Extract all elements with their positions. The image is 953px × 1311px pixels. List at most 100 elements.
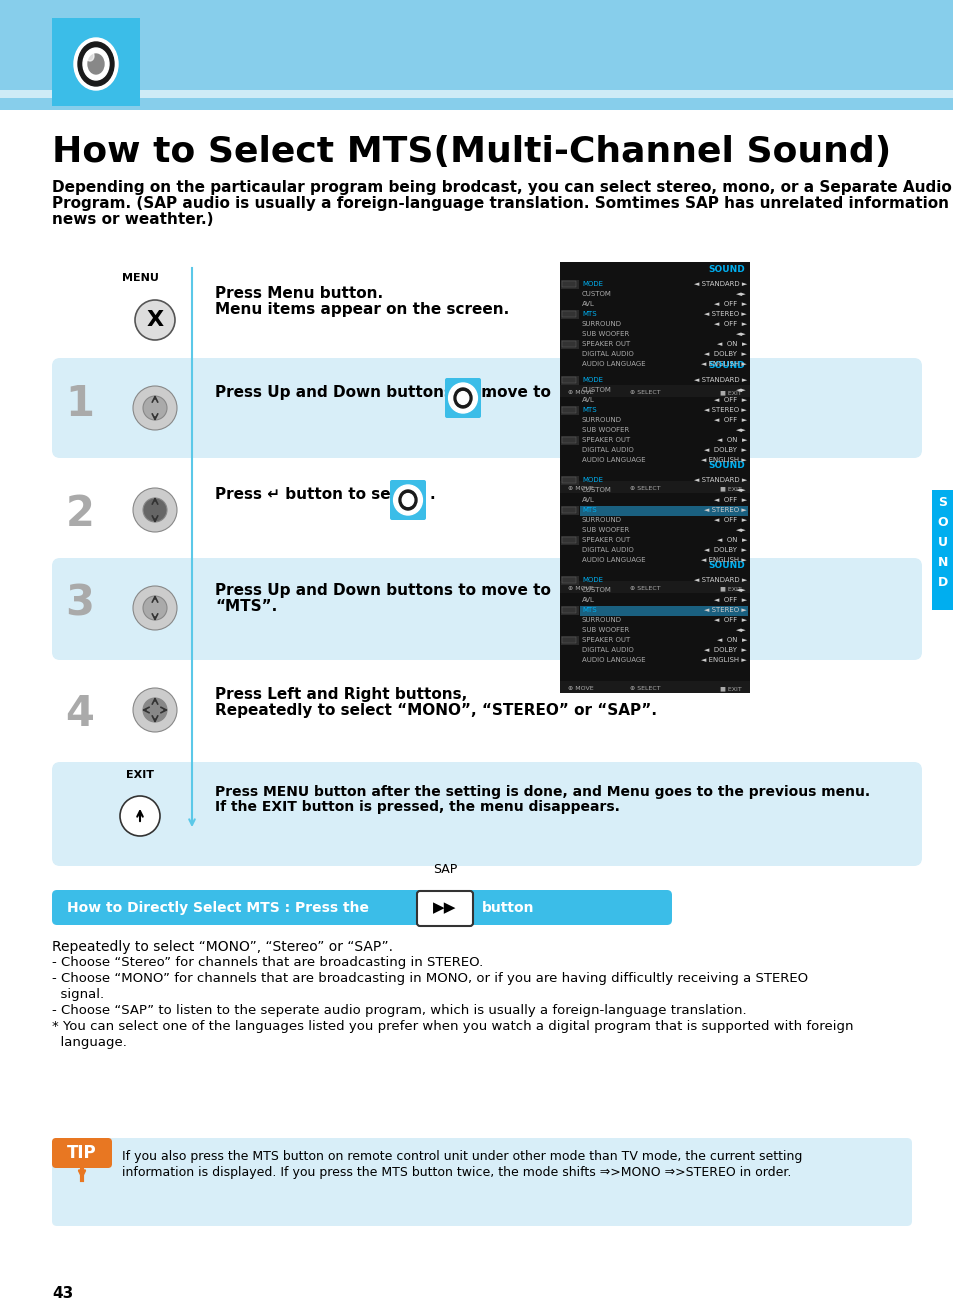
Text: ■ EXIT: ■ EXIT bbox=[720, 686, 741, 691]
Text: ◄ STANDARD ►: ◄ STANDARD ► bbox=[693, 378, 746, 383]
Bar bbox=[559, 262, 749, 397]
Text: 3: 3 bbox=[66, 583, 94, 625]
Text: AVL: AVL bbox=[581, 597, 595, 603]
Text: - Choose “MONO” for channels that are broadcasting in MONO, or if you are having: - Choose “MONO” for channels that are br… bbox=[52, 971, 807, 985]
FancyBboxPatch shape bbox=[444, 378, 480, 418]
Text: TIP: TIP bbox=[67, 1145, 96, 1162]
Bar bbox=[559, 358, 749, 374]
Bar bbox=[561, 477, 576, 482]
Text: ◄  OFF  ►: ◄ OFF ► bbox=[713, 321, 746, 326]
Text: ⊕ MOVE: ⊕ MOVE bbox=[567, 586, 593, 591]
Text: DIGITAL AUDIO: DIGITAL AUDIO bbox=[581, 351, 633, 357]
Text: Depending on the particaular program being brodcast, you can select stereo, mono: Depending on the particaular program bei… bbox=[52, 180, 951, 195]
Text: MODE: MODE bbox=[581, 477, 602, 482]
Bar bbox=[559, 458, 749, 475]
Text: MODE: MODE bbox=[581, 577, 602, 583]
Circle shape bbox=[143, 498, 167, 522]
Bar bbox=[559, 581, 749, 593]
Text: SURROUND: SURROUND bbox=[581, 617, 621, 623]
Text: How to Directly Select MTS : Press the: How to Directly Select MTS : Press the bbox=[67, 901, 369, 915]
Text: Press Up and Down buttons to move to: Press Up and Down buttons to move to bbox=[214, 385, 550, 400]
Text: AVL: AVL bbox=[581, 497, 595, 503]
Circle shape bbox=[135, 300, 174, 340]
FancyBboxPatch shape bbox=[52, 558, 921, 659]
Text: ◄  OFF  ►: ◄ OFF ► bbox=[713, 397, 746, 402]
Text: ◄  OFF  ►: ◄ OFF ► bbox=[713, 617, 746, 623]
Ellipse shape bbox=[86, 51, 94, 62]
Text: ◄►: ◄► bbox=[736, 486, 746, 493]
Bar bbox=[0, 110, 953, 130]
Text: ⊕ SELECT: ⊕ SELECT bbox=[629, 389, 659, 395]
Bar bbox=[560, 576, 578, 585]
Text: MTS: MTS bbox=[581, 507, 596, 513]
Text: ◄►: ◄► bbox=[736, 587, 746, 593]
Text: Press Left and Right buttons,: Press Left and Right buttons, bbox=[214, 687, 467, 701]
Bar bbox=[561, 281, 576, 287]
Text: ◄ STEREO ►: ◄ STEREO ► bbox=[703, 507, 746, 513]
Text: ◄  DOLBY  ►: ◄ DOLBY ► bbox=[703, 351, 746, 357]
Ellipse shape bbox=[394, 485, 422, 515]
Bar bbox=[560, 376, 578, 385]
Bar bbox=[561, 507, 576, 513]
Text: X: X bbox=[146, 309, 163, 330]
Text: ◄  OFF  ►: ◄ OFF ► bbox=[713, 597, 746, 603]
Text: “MTS”.: “MTS”. bbox=[214, 599, 277, 614]
Text: MENU: MENU bbox=[121, 273, 158, 283]
Text: ◄►: ◄► bbox=[736, 427, 746, 433]
Text: Press Up and Down buttons to move to: Press Up and Down buttons to move to bbox=[214, 583, 550, 598]
Bar bbox=[579, 506, 747, 517]
Text: 43: 43 bbox=[52, 1286, 73, 1301]
Text: SUB WOOFER: SUB WOOFER bbox=[581, 427, 629, 433]
Bar bbox=[0, 90, 953, 98]
Text: SOUND: SOUND bbox=[707, 561, 744, 570]
Text: DIGITAL AUDIO: DIGITAL AUDIO bbox=[581, 547, 633, 553]
Bar bbox=[560, 636, 578, 645]
Bar bbox=[579, 606, 747, 616]
Text: ▶▶: ▶▶ bbox=[433, 901, 456, 915]
Bar bbox=[559, 558, 749, 574]
Bar bbox=[560, 406, 578, 416]
Text: 4: 4 bbox=[66, 694, 94, 735]
Text: SURROUND: SURROUND bbox=[581, 417, 621, 423]
Text: ◄  OFF  ►: ◄ OFF ► bbox=[713, 497, 746, 503]
Ellipse shape bbox=[402, 494, 414, 506]
Text: SUB WOOFER: SUB WOOFER bbox=[581, 330, 629, 337]
Text: ◄ STEREO ►: ◄ STEREO ► bbox=[703, 607, 746, 614]
Text: Program. (SAP audio is usually a foreign-language translation. Somtimes SAP has : Program. (SAP audio is usually a foreign… bbox=[52, 197, 953, 211]
Text: ◄ ENGLISH ►: ◄ ENGLISH ► bbox=[700, 657, 746, 663]
Text: SPEAKER OUT: SPEAKER OUT bbox=[581, 637, 630, 642]
FancyBboxPatch shape bbox=[52, 358, 921, 458]
Text: MTS: MTS bbox=[581, 406, 596, 413]
Ellipse shape bbox=[74, 38, 118, 90]
Text: ◄ STANDARD ►: ◄ STANDARD ► bbox=[693, 577, 746, 583]
Text: N: N bbox=[937, 556, 947, 569]
FancyBboxPatch shape bbox=[52, 1138, 911, 1226]
Text: S: S bbox=[938, 496, 946, 509]
Text: ◄  OFF  ►: ◄ OFF ► bbox=[713, 302, 746, 307]
Text: Repeatedly to select “MONO”, “Stereo” or “SAP”.: Repeatedly to select “MONO”, “Stereo” or… bbox=[52, 940, 393, 954]
Text: ◄  ON  ►: ◄ ON ► bbox=[716, 538, 746, 543]
Text: U: U bbox=[937, 535, 947, 548]
Bar bbox=[561, 311, 576, 317]
Bar bbox=[0, 0, 953, 110]
Text: ◄►: ◄► bbox=[736, 291, 746, 298]
Text: .: . bbox=[484, 385, 490, 400]
Text: - Choose “SAP” to listen to the seperate audio program, which is usually a forei: - Choose “SAP” to listen to the seperate… bbox=[52, 1004, 746, 1017]
Text: ⊕ SELECT: ⊕ SELECT bbox=[629, 686, 659, 691]
Ellipse shape bbox=[398, 490, 416, 510]
Bar bbox=[560, 309, 578, 319]
Text: * You can select one of the languages listed you prefer when you watch a digital: * You can select one of the languages li… bbox=[52, 1020, 853, 1033]
Text: button: button bbox=[481, 901, 534, 915]
Text: 1: 1 bbox=[66, 383, 94, 425]
Text: ⊕ MOVE: ⊕ MOVE bbox=[567, 686, 593, 691]
Text: information is displayed. If you press the MTS button twice, the mode shifts ⇒>M: information is displayed. If you press t… bbox=[122, 1165, 791, 1179]
Bar bbox=[560, 437, 578, 444]
Ellipse shape bbox=[132, 488, 177, 532]
Text: MTS: MTS bbox=[581, 311, 596, 317]
Text: ◄ STEREO ►: ◄ STEREO ► bbox=[703, 311, 746, 317]
Text: ⊕ MOVE: ⊕ MOVE bbox=[567, 486, 593, 492]
Bar bbox=[559, 680, 749, 694]
Ellipse shape bbox=[132, 688, 177, 732]
Text: ◄  OFF  ►: ◄ OFF ► bbox=[713, 517, 746, 523]
Text: MTS: MTS bbox=[581, 607, 596, 614]
